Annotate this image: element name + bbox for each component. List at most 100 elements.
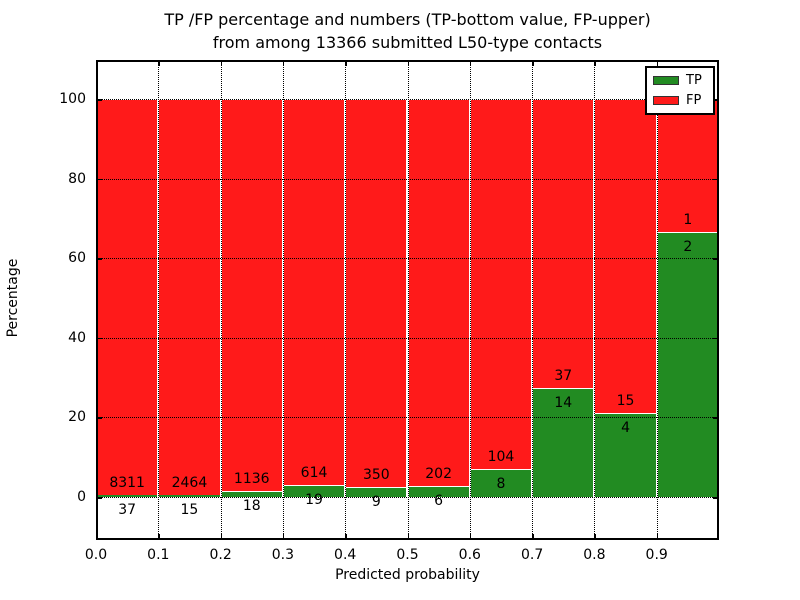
plot-area: 8311 37 2464 15 1136 18 614 19 350 9 202 6 104 8 37 14 1…: [96, 60, 719, 540]
bar-fp-0.6-0.7: [469, 99, 533, 469]
bar-fp-0.3-0.4: [282, 99, 346, 486]
tp-count-label: 19: [305, 492, 323, 509]
gridline-y-100: [96, 99, 719, 100]
x-tick-label-0.3: 0.3: [271, 547, 295, 563]
gridline-x-0.8: [594, 60, 596, 540]
x-tick-top-0.7: [532, 60, 534, 66]
gridline-y-0: [96, 497, 719, 498]
x-tick-0.2: [220, 534, 223, 540]
y-tick-label-0: 0: [77, 489, 86, 505]
fp-count-label: 2464: [171, 474, 208, 491]
chart-title: TP /FP percentage and numbers (TP-bottom…: [96, 8, 719, 54]
legend-swatch-tp: [653, 76, 679, 86]
tp-count-label: 37: [118, 502, 137, 519]
tp-count-label: 8: [496, 475, 506, 492]
gridline-x-0.1: [158, 60, 160, 540]
x-tick-0.8: [594, 534, 596, 540]
bar-fp-0.1-0.2: [158, 99, 221, 495]
tp-count-label: 14: [554, 394, 573, 411]
x-tick-0.1: [158, 534, 160, 540]
x-tick-top-0.1: [158, 60, 160, 66]
legend-item-fp: FP: [653, 94, 707, 107]
x-tick-top-0.3: [282, 60, 285, 66]
bar-fp-0.4-0.5: [345, 99, 408, 488]
y-tick-label-20: 20: [68, 409, 86, 426]
tp-count-label: 18: [242, 497, 261, 514]
fp-count-label: 37: [554, 367, 573, 384]
legend-label-tp: TP: [686, 73, 702, 89]
tp-count-label: 15: [180, 501, 199, 518]
y-tick-20: [96, 417, 102, 419]
gridline-y-80: [96, 178, 719, 180]
y-axis-label: Percentage: [5, 258, 21, 338]
x-axis-label: Predicted probability: [335, 567, 480, 583]
x-tick-label-0.7: 0.7: [520, 547, 544, 563]
gridline-x-0.3: [282, 60, 284, 540]
y-tick-80: [96, 178, 102, 181]
x-tick-0.5: [407, 534, 409, 540]
bar-tp-0.9-1.0: [656, 231, 719, 497]
gridline-x-0.6: [469, 60, 471, 540]
y-tick-right-100: [713, 99, 719, 101]
x-tick-top-1: [717, 60, 719, 66]
bar-fp-0.0-0.1: [96, 99, 159, 496]
y-tick-right-0: [713, 497, 719, 499]
x-tick-0.6: [469, 534, 472, 540]
fp-count-label: 1: [683, 211, 693, 228]
x-tick-0: [96, 534, 98, 540]
y-tick-right-40: [713, 337, 719, 340]
bar-fp-0.5-0.6: [407, 99, 470, 486]
x-tick-top-0: [96, 60, 98, 66]
y-tick-label-100: 100: [59, 91, 86, 107]
y-tick-right-60: [713, 258, 719, 260]
x-tick-label-0.8: 0.8: [583, 547, 606, 563]
x-tick-label-0.0: 0.0: [84, 547, 108, 563]
legend-item-tp: TP: [653, 74, 707, 87]
x-tick-0.3: [282, 534, 285, 540]
gridline-x-0.2: [220, 60, 222, 540]
gridline-y-60: [96, 258, 719, 260]
y-tick-100: [96, 99, 102, 101]
y-tick-0: [96, 497, 102, 499]
tp-count-label: 2: [683, 238, 693, 255]
x-tick-label-0.2: 0.2: [209, 547, 232, 563]
fp-count-label: 1136: [233, 470, 270, 487]
x-tick-0.9: [656, 534, 659, 540]
gridline-x-0.9: [656, 60, 658, 540]
fp-count-label: 614: [300, 465, 328, 482]
y-tick-right-80: [713, 178, 719, 181]
fp-count-label: 350: [362, 467, 390, 484]
y-tick-label-60: 60: [68, 250, 86, 267]
x-tick-label-0.1: 0.1: [147, 547, 170, 563]
y-tick-label-80: 80: [68, 170, 86, 187]
x-tick-0.7: [532, 534, 534, 540]
gridline-y-20: [96, 417, 719, 419]
x-tick-top-0.6: [469, 60, 472, 66]
x-tick-label-0.4: 0.4: [334, 547, 357, 563]
gridline-x-0.5: [407, 60, 409, 540]
legend: TP FP: [645, 66, 715, 115]
bar-fp-0.8-0.9: [594, 99, 657, 414]
fp-count-label: 15: [616, 393, 635, 410]
chart-title-line1: TP /FP percentage and numbers (TP-bottom…: [164, 10, 651, 29]
x-tick-0.4: [345, 534, 347, 540]
x-tick-top-0.8: [594, 60, 596, 66]
legend-swatch-fp: [653, 95, 679, 105]
chart-title-line2: from among 13366 submitted L50-type cont…: [212, 33, 603, 52]
x-tick-top-0.5: [407, 60, 409, 66]
x-tick-1: [717, 534, 719, 540]
x-tick-label-0.5: 0.5: [396, 547, 419, 563]
x-tick-top-0.4: [345, 60, 347, 66]
fp-count-label: 8311: [109, 475, 145, 492]
y-tick-right-20: [713, 417, 719, 419]
x-tick-top-0.2: [220, 60, 223, 66]
fp-count-label: 202: [425, 465, 453, 482]
x-tick-label-0.6: 0.6: [458, 547, 481, 563]
x-tick-label-0.9: 0.9: [645, 547, 668, 563]
bar-tp-0.8-0.9: [594, 413, 657, 497]
bar-fp-0.2-0.3: [220, 99, 283, 491]
x-tick-top-0.9: [656, 60, 659, 66]
tp-count-label: 6: [434, 492, 444, 509]
y-tick-40: [96, 337, 102, 340]
